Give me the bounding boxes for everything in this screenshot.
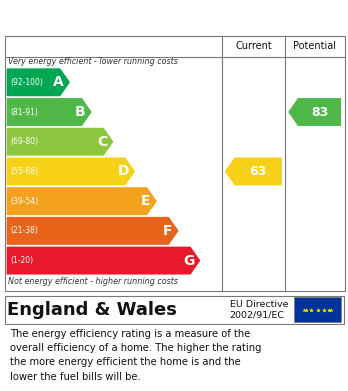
Text: E: E — [141, 194, 150, 208]
Text: C: C — [97, 135, 107, 149]
Text: (1-20): (1-20) — [11, 256, 34, 265]
Text: G: G — [183, 254, 195, 267]
Text: (81-91): (81-91) — [11, 108, 39, 117]
Bar — [294, 297, 341, 322]
Text: 83: 83 — [311, 106, 328, 118]
Text: (69-80): (69-80) — [11, 137, 39, 146]
Text: Energy Efficiency Rating: Energy Efficiency Rating — [10, 10, 220, 25]
Text: England & Wales: England & Wales — [7, 301, 177, 319]
Polygon shape — [7, 128, 113, 156]
Text: A: A — [53, 75, 64, 89]
Text: B: B — [75, 105, 86, 119]
Polygon shape — [225, 158, 282, 185]
Text: D: D — [118, 165, 129, 178]
Polygon shape — [288, 98, 341, 126]
Polygon shape — [7, 187, 157, 215]
Polygon shape — [7, 247, 200, 274]
Text: Not energy efficient - higher running costs: Not energy efficient - higher running co… — [8, 276, 179, 285]
Text: (55-68): (55-68) — [11, 167, 39, 176]
Polygon shape — [7, 68, 70, 96]
Text: Potential: Potential — [293, 41, 337, 52]
Polygon shape — [7, 98, 92, 126]
Text: The energy efficiency rating is a measure of the
overall efficiency of a home. T: The energy efficiency rating is a measur… — [10, 328, 262, 382]
Text: 63: 63 — [250, 165, 267, 178]
Text: F: F — [163, 224, 172, 238]
Polygon shape — [7, 158, 135, 185]
Text: Current: Current — [235, 41, 272, 52]
Text: (92-100): (92-100) — [11, 78, 44, 87]
Text: (39-54): (39-54) — [11, 197, 39, 206]
Polygon shape — [7, 217, 179, 245]
Text: Very energy efficient - lower running costs: Very energy efficient - lower running co… — [8, 57, 178, 66]
Text: (21-38): (21-38) — [11, 226, 39, 235]
Text: EU Directive
2002/91/EC: EU Directive 2002/91/EC — [230, 300, 288, 319]
